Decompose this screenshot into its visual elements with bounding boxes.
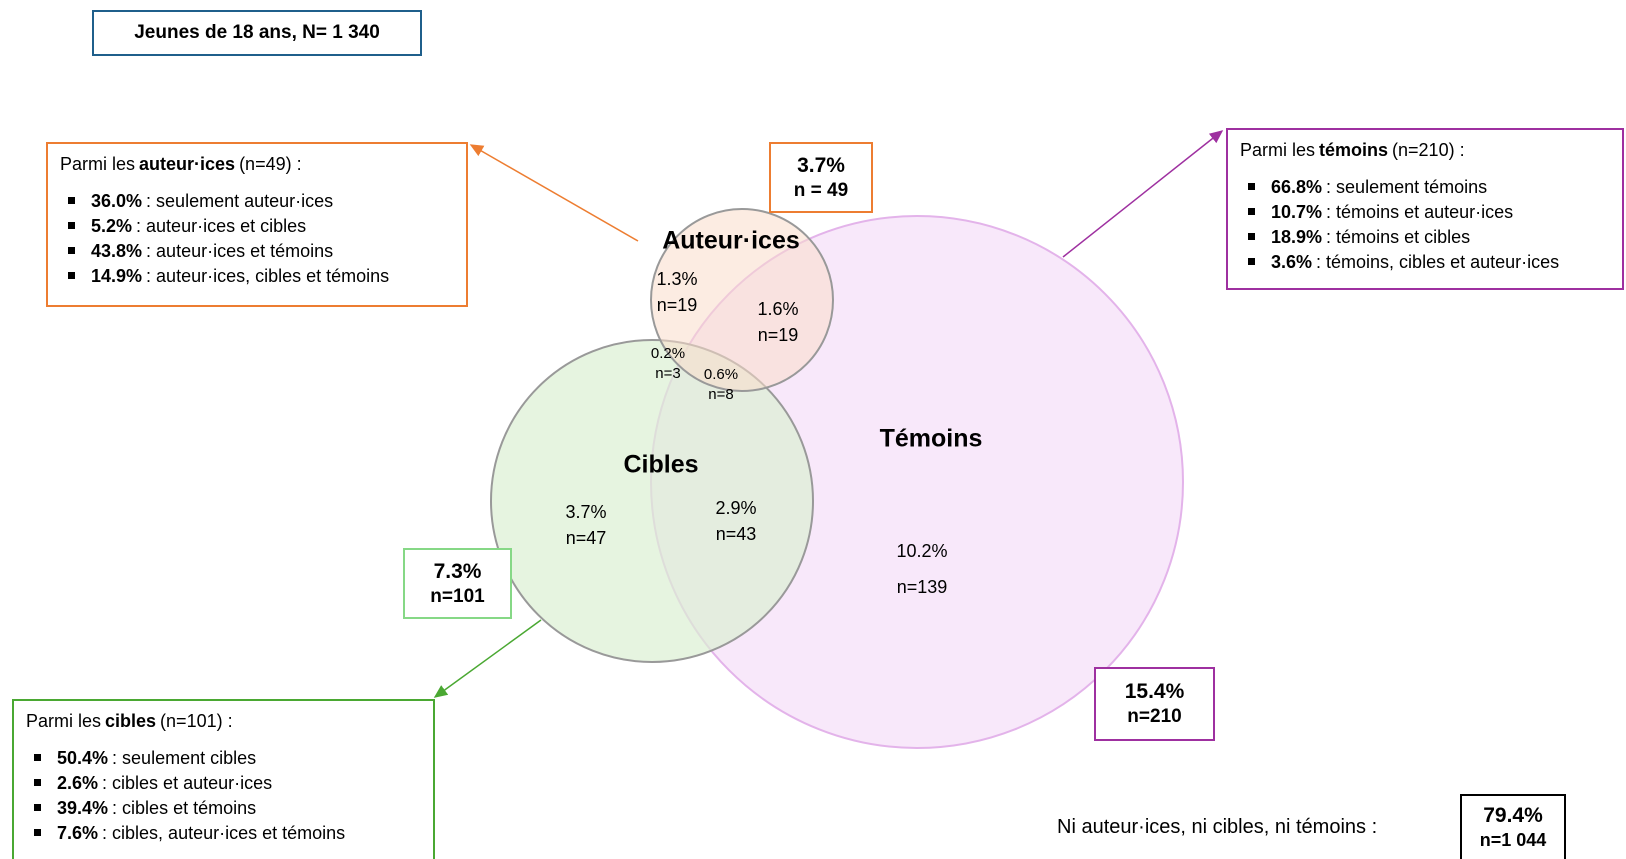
region-n: n=3 xyxy=(655,365,681,382)
region-label: 2.9% n=43 xyxy=(715,495,756,547)
info-item: 10.7%: témoins et auteur·ices xyxy=(1240,200,1610,225)
item-text: : auteur·ices et cibles xyxy=(136,216,307,236)
info-intro: Parmi les xyxy=(60,154,136,174)
region-percent: 3.7% xyxy=(565,502,607,522)
total-n: n = 49 xyxy=(793,179,849,201)
info-item: 18.9%: témoins et cibles xyxy=(1240,225,1610,250)
total-box: 15.4% n=210 xyxy=(1094,667,1215,741)
info-head: Parmi les témoins (n=210) : xyxy=(1240,140,1610,161)
item-value: 36.0% xyxy=(91,191,143,211)
info-item: 43.8%: auteur·ices et témoins xyxy=(60,239,454,264)
info-item: 14.9%: auteur·ices, cibles et témoins xyxy=(60,264,454,289)
circle-label: Cibles xyxy=(623,450,699,479)
info-intro: Parmi les xyxy=(26,711,102,731)
item-value: 10.7% xyxy=(1271,202,1323,222)
region-percent: 10.2% xyxy=(896,541,948,561)
item-value: 2.6% xyxy=(57,773,99,793)
item-text: : témoins, cibles et auteur·ices xyxy=(1316,252,1560,272)
item-value: 5.2% xyxy=(91,216,133,236)
total-percent: 3.7% xyxy=(797,153,845,177)
footer-box: 79.4% n=1 044 xyxy=(1460,794,1566,859)
info-item: 5.2%: auteur·ices et cibles xyxy=(60,214,454,239)
arrow xyxy=(469,144,639,242)
info-count: (n=49) : xyxy=(239,154,302,174)
item-text: : seulement auteur·ices xyxy=(146,191,334,211)
item-value: 14.9% xyxy=(91,266,143,286)
auteurs-circle xyxy=(650,208,834,392)
item-value: 39.4% xyxy=(57,798,109,818)
total-n: n=210 xyxy=(1127,706,1182,727)
info-item: 39.4%: cibles et témoins xyxy=(26,796,421,821)
region-n: n=19 xyxy=(757,325,799,345)
info-count: (n=210) : xyxy=(1392,140,1465,160)
region-percent: 1.3% xyxy=(656,269,698,289)
header-title: Jeunes de 18 ans, N= 1 340 xyxy=(92,10,422,56)
info-item: 50.4%: seulement cibles xyxy=(26,746,421,771)
region-n: n=139 xyxy=(896,577,948,597)
item-value: 66.8% xyxy=(1271,177,1323,197)
info-list: 36.0%: seulement auteur·ices 5.2%: auteur… xyxy=(60,189,454,289)
info-box: Parmi les témoins (n=210) : 66.8%: seuleme… xyxy=(1226,128,1624,290)
region-n: n=43 xyxy=(715,524,757,544)
info-item: 7.6%: cibles, auteur·ices et témoins xyxy=(26,821,421,846)
item-text: : cibles et auteur·ices xyxy=(102,773,273,793)
item-value: 50.4% xyxy=(57,748,109,768)
item-text: : cibles, auteur·ices et témoins xyxy=(102,823,346,843)
region-label: 3.7% n=47 xyxy=(565,499,606,551)
info-item: 66.8%: seulement témoins xyxy=(1240,175,1610,200)
region-percent: 2.9% xyxy=(715,498,757,518)
info-count: (n=101) : xyxy=(160,711,233,731)
item-value: 3.6% xyxy=(1271,252,1313,272)
region-label: 0.6% n=8 xyxy=(704,365,738,405)
item-text: : témoins et auteur·ices xyxy=(1326,202,1514,222)
region-label: 1.3% n=19 xyxy=(656,266,697,318)
info-item: 36.0%: seulement auteur·ices xyxy=(60,189,454,214)
region-n: n=8 xyxy=(708,386,734,403)
item-value: 18.9% xyxy=(1271,227,1323,247)
region-label: 0.2% n=3 xyxy=(651,344,685,384)
circle-label: Témoins xyxy=(879,424,983,453)
region-n: n=19 xyxy=(656,295,698,315)
arrow xyxy=(433,619,542,698)
arrow xyxy=(1062,130,1224,258)
total-percent: 7.3% xyxy=(433,559,482,583)
info-list: 50.4%: seulement cibles 2.6%: cibles et a… xyxy=(26,746,421,846)
info-box: Parmi les auteur·ices (n=49) : 36.0%: seul… xyxy=(46,142,468,307)
region-n: n=47 xyxy=(565,528,607,548)
info-list: 66.8%: seulement témoins 10.7%: témoins e… xyxy=(1240,175,1610,275)
info-group: cibles xyxy=(105,711,157,731)
info-intro: Parmi les xyxy=(1240,140,1316,160)
item-text: : auteur·ices, cibles et témoins xyxy=(146,266,390,286)
info-head: Parmi les auteur·ices (n=49) : xyxy=(60,154,454,175)
total-box: 7.3% n=101 xyxy=(403,548,512,619)
footer-label: Ni auteur·ices, ni cibles, ni témoins : xyxy=(1057,816,1378,838)
info-item: 2.6%: cibles et auteur·ices xyxy=(26,771,421,796)
circle-label: Auteur·ices xyxy=(662,226,800,255)
region-percent: 0.6% xyxy=(703,366,739,383)
region-label: 1.6% n=19 xyxy=(757,296,798,348)
info-group: témoins xyxy=(1319,140,1389,160)
total-percent: 15.4% xyxy=(1124,680,1185,703)
item-text: : seulement témoins xyxy=(1326,177,1488,197)
region-label: 10.2% n=139 xyxy=(896,533,947,605)
item-value: 43.8% xyxy=(91,241,143,261)
cibles-circle xyxy=(490,339,814,663)
info-head: Parmi les cibles (n=101) : xyxy=(26,711,421,732)
region-percent: 1.6% xyxy=(757,299,799,319)
info-box: Parmi les cibles (n=101) : 50.4%: seulemen… xyxy=(12,699,435,859)
item-value: 7.6% xyxy=(57,823,99,843)
total-box: 3.7% n = 49 xyxy=(769,142,873,213)
item-text: : cibles et témoins xyxy=(112,798,257,818)
footer-n: n=1 044 xyxy=(1479,830,1547,850)
info-item: 3.6%: témoins, cibles et auteur·ices xyxy=(1240,250,1610,275)
footer-percent: 79.4% xyxy=(1483,804,1543,827)
total-n: n=101 xyxy=(430,585,485,607)
item-text: : témoins et cibles xyxy=(1326,227,1471,247)
item-text: : auteur·ices et témoins xyxy=(146,241,334,261)
item-text: : seulement cibles xyxy=(112,748,257,768)
region-percent: 0.2% xyxy=(650,345,686,362)
info-group: auteur·ices xyxy=(139,154,236,174)
